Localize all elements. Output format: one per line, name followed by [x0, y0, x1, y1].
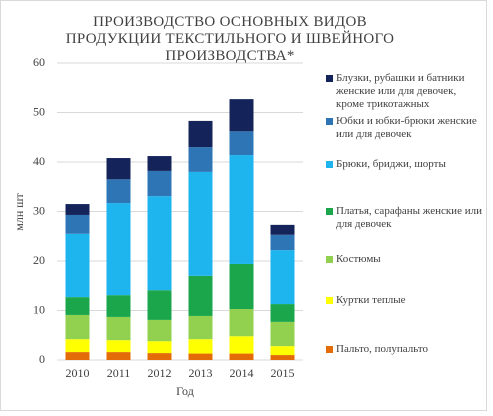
bar-segment [65, 233, 90, 298]
bar-segment [270, 234, 295, 251]
legend-swatch [326, 161, 333, 168]
bar-segment [65, 214, 90, 234]
x-tick-label: 2012 [148, 366, 172, 380]
legend-label: Юбки и юбки-брюки женские или для девоче… [336, 115, 477, 140]
bar-segment [270, 250, 295, 305]
chart-title: ПРОИЗВОДСТВО ОСНОВНЫХ ВИДОВ ПРОДУКЦИИ ТЕ… [65, 14, 395, 64]
bar-segment [229, 309, 254, 337]
bar-segment [65, 352, 90, 360]
bar-segment [188, 171, 213, 276]
bar-segment [106, 179, 131, 204]
bar-segment [147, 170, 172, 197]
x-tick-label: 2015 [271, 366, 295, 380]
bar-segment [147, 290, 172, 320]
bar-segment [229, 353, 254, 360]
bar-segment [270, 355, 295, 360]
y-axis-label: млн шт [12, 193, 26, 231]
bar-segment [229, 99, 254, 132]
legend-swatch [326, 256, 333, 263]
bar-segment [229, 263, 254, 310]
y-tick-label: 20 [33, 253, 45, 267]
bar-segment [147, 319, 172, 342]
x-tick-label: 2010 [66, 366, 90, 380]
bar-segment [229, 336, 254, 354]
bar-segment [188, 120, 213, 148]
bar-segment [106, 295, 131, 317]
bar-segment [65, 339, 90, 353]
bar-segment [270, 321, 295, 347]
bar-segment [106, 316, 131, 341]
legend-swatch [326, 297, 333, 304]
legend-swatch [326, 75, 333, 82]
legend-label: Брюки, бриджи, шорты [336, 158, 446, 170]
legend-swatch [326, 346, 333, 353]
bar-segment [147, 353, 172, 360]
bar-segment [147, 156, 172, 171]
bar-segment [106, 158, 131, 180]
x-tick-label: 2014 [230, 366, 254, 380]
bar-segment [229, 131, 254, 156]
bar-segment [106, 352, 131, 360]
bar-segment [65, 297, 90, 315]
bar-segment [270, 304, 295, 322]
legend-label: Платья, сарафаны женские или для девочек [336, 205, 482, 230]
x-tick-label: 2013 [189, 366, 213, 380]
bar-segment [188, 147, 213, 172]
bar-segment [147, 341, 172, 354]
y-tick-label: 40 [33, 154, 45, 168]
x-axis-label: Год [176, 384, 194, 398]
bar-segment [147, 196, 172, 291]
bar-segment [188, 275, 213, 316]
bar-segment [270, 224, 295, 235]
bar-segment [65, 204, 90, 215]
legend-label: Пальто, полупальто [336, 343, 429, 355]
bar-segment [270, 346, 295, 356]
x-tick-label: 2011 [107, 366, 131, 380]
legend-label: Костюмы [336, 253, 381, 265]
bar-segment [229, 155, 254, 264]
legend-swatch [326, 208, 333, 215]
bar-segment [188, 353, 213, 360]
bar-segment [106, 340, 131, 353]
legend-swatch [326, 118, 333, 125]
y-tick-label: 50 [33, 104, 45, 118]
bar-segment [65, 314, 90, 340]
y-tick-label: 30 [33, 203, 45, 217]
bar-segment [106, 203, 131, 296]
y-tick-label: 10 [33, 302, 45, 316]
y-tick-label: 0 [39, 352, 45, 366]
y-tick-label: 60 [33, 55, 45, 69]
legend-label: Куртки теплые [336, 294, 406, 306]
bar-segment [188, 339, 213, 354]
legend-label: Блузки, рубашки и батники женские или дл… [336, 72, 465, 110]
bar-segment [188, 315, 213, 340]
chart-border [0, 0, 487, 411]
